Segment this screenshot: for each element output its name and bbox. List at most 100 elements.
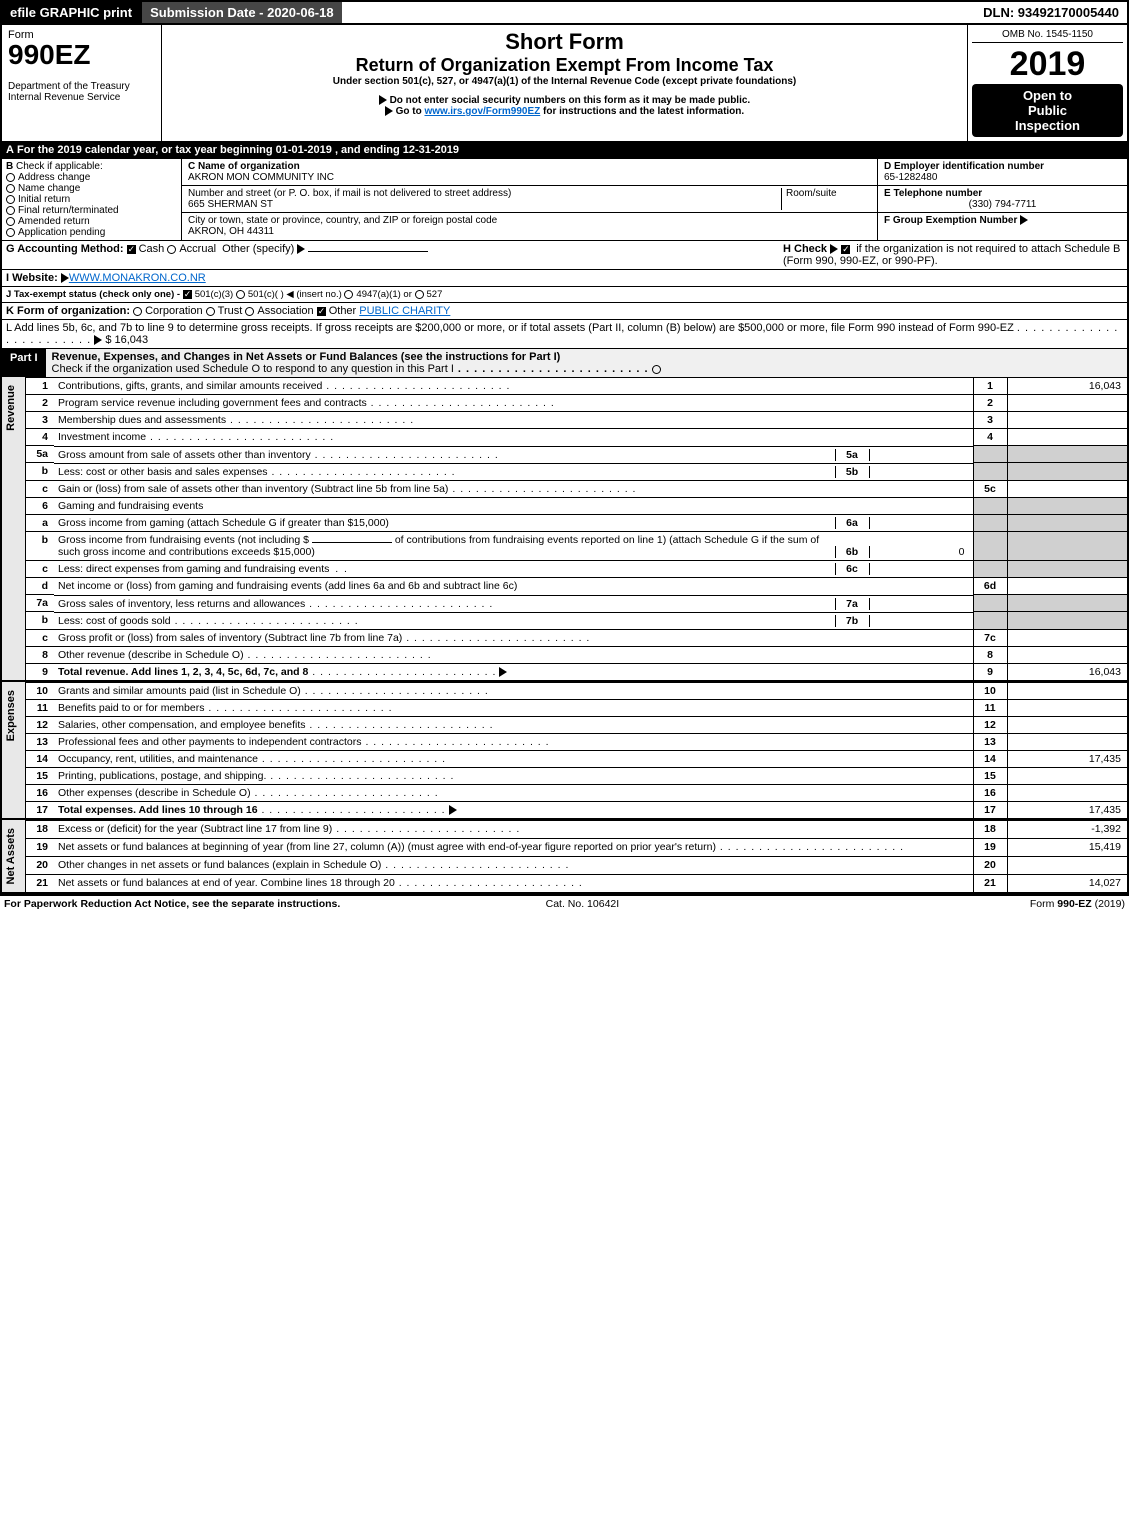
cat-number: Cat. No. 10642I <box>546 898 620 910</box>
row-k-org-form: K Form of organization: Corporation Trus… <box>0 302 1129 319</box>
arrow-icon <box>385 106 393 116</box>
arrow-icon <box>61 273 69 283</box>
501c-radio[interactable] <box>236 290 245 299</box>
trust-radio[interactable] <box>206 307 215 316</box>
line-11: 11Benefits paid to or for members11 <box>26 699 1127 716</box>
line-5c: cGain or (loss) from sale of assets othe… <box>26 480 1127 497</box>
col-c-org-info: C Name of organizationAKRON MON COMMUNIT… <box>182 159 877 240</box>
line-6b: bGross income from fundraising events (n… <box>26 531 1127 560</box>
return-title: Return of Organization Exempt From Incom… <box>166 55 963 76</box>
initial-return-radio[interactable] <box>6 195 15 204</box>
schedule-o-radio[interactable] <box>652 365 661 374</box>
page-footer: For Paperwork Reduction Act Notice, see … <box>0 894 1129 912</box>
calendar-year-row: A For the 2019 calendar year, or tax yea… <box>0 141 1129 158</box>
under-section: Under section 501(c), 527, or 4947(a)(1)… <box>166 76 963 87</box>
line-19: 19Net assets or fund balances at beginni… <box>26 838 1127 856</box>
submission-date: Submission Date - 2020-06-18 <box>140 2 342 23</box>
part-1-header: Part I Revenue, Expenses, and Changes in… <box>0 348 1129 377</box>
room-suite: Room/suite <box>781 188 871 210</box>
irs-label: Internal Revenue Service <box>8 92 155 103</box>
expenses-side-label: Expenses <box>2 682 26 818</box>
telephone: (330) 794-7711 <box>884 199 1121 210</box>
short-form-title: Short Form <box>166 29 963 55</box>
schedule-b-checkbox[interactable] <box>841 245 850 254</box>
col-d-e-f: D Employer identification number65-12824… <box>877 159 1127 240</box>
line-12: 12Salaries, other compensation, and empl… <box>26 716 1127 733</box>
city-state-zip: AKRON, OH 44311 <box>188 226 274 237</box>
line-6d: dNet income or (loss) from gaming and fu… <box>26 578 1127 595</box>
tax-year: 2019 <box>972 45 1123 84</box>
line-16: 16Other expenses (describe in Schedule O… <box>26 784 1127 801</box>
gross-receipts-value: $ 16,043 <box>105 334 148 346</box>
top-bar: efile GRAPHIC print Submission Date - 20… <box>0 0 1129 25</box>
ein: 65-1282480 <box>884 172 937 183</box>
net-assets-section: Net Assets 18Excess or (deficit) for the… <box>0 818 1129 894</box>
line-21: 21Net assets or fund balances at end of … <box>26 874 1127 892</box>
501c3-checkbox[interactable] <box>183 290 192 299</box>
row-i-website: I Website: WWW.MONAKRON.CO.NR <box>0 269 1129 286</box>
association-radio[interactable] <box>245 307 254 316</box>
line-20: 20Other changes in net assets or fund ba… <box>26 856 1127 874</box>
accrual-radio[interactable] <box>167 245 176 254</box>
4947-radio[interactable] <box>344 290 353 299</box>
line-2: 2Program service revenue including gover… <box>26 395 1127 412</box>
line-7a: 7aGross sales of inventory, less returns… <box>26 595 1127 612</box>
revenue-section: Revenue 1Contributions, gifts, grants, a… <box>0 377 1129 680</box>
row-l-gross-receipts: L Add lines 5b, 6c, and 7b to line 9 to … <box>0 319 1129 348</box>
line-6c: cLess: direct expenses from gaming and f… <box>26 560 1127 578</box>
website-link[interactable]: WWW.MONAKRON.CO.NR <box>69 272 206 284</box>
line-1: 1Contributions, gifts, grants, and simil… <box>26 378 1127 395</box>
corporation-radio[interactable] <box>133 307 142 316</box>
line-14: 14Occupancy, rent, utilities, and mainte… <box>26 750 1127 767</box>
net-assets-side-label: Net Assets <box>2 820 26 892</box>
ssn-note: Do not enter social security numbers on … <box>166 95 963 106</box>
line-10: 10Grants and similar amounts paid (list … <box>26 682 1127 699</box>
open-public-badge: Open toPublicInspection <box>972 84 1123 137</box>
line-8: 8Other revenue (describe in Schedule O)8 <box>26 646 1127 663</box>
public-charity-link[interactable]: PUBLIC CHARITY <box>359 305 450 317</box>
irs-link[interactable]: www.irs.gov/Form990EZ <box>424 106 540 117</box>
row-g-h: G Accounting Method: Cash Accrual Other … <box>0 240 1129 269</box>
col-b-checkboxes: B Check if applicable: Address change Na… <box>2 159 182 240</box>
line-6: 6Gaming and fundraising events <box>26 497 1127 514</box>
revenue-side-label: Revenue <box>2 377 26 680</box>
arrow-icon <box>499 667 507 677</box>
dept-label: Department of the Treasury <box>8 81 155 92</box>
arrow-icon <box>1020 215 1028 225</box>
omb-number: OMB No. 1545-1150 <box>972 29 1123 43</box>
amended-return-radio[interactable] <box>6 217 15 226</box>
identity-block: B Check if applicable: Address change Na… <box>0 158 1129 240</box>
line-5b: bLess: cost or other basis and sales exp… <box>26 463 1127 481</box>
arrow-icon <box>830 244 838 254</box>
arrow-icon <box>449 805 457 815</box>
expenses-section: Expenses 10Grants and similar amounts pa… <box>0 680 1129 818</box>
line-13: 13Professional fees and other payments t… <box>26 733 1127 750</box>
line-17: 17Total expenses. Add lines 10 through 1… <box>26 801 1127 818</box>
arrow-icon <box>379 95 387 105</box>
line-15: 15Printing, publications, postage, and s… <box>26 767 1127 784</box>
form-id-footer: Form 990-EZ (2019) <box>1030 898 1125 910</box>
cash-checkbox[interactable] <box>127 245 136 254</box>
other-checkbox[interactable] <box>317 307 326 316</box>
line-7b: bLess: cost of goods sold7b <box>26 612 1127 630</box>
line-3: 3Membership dues and assessments3 <box>26 412 1127 429</box>
paperwork-notice: For Paperwork Reduction Act Notice, see … <box>4 898 340 910</box>
line-4: 4Investment income4 <box>26 429 1127 446</box>
final-return-radio[interactable] <box>6 206 15 215</box>
arrow-icon <box>94 335 102 345</box>
address-change-radio[interactable] <box>6 173 15 182</box>
form-number: 990EZ <box>8 41 155 69</box>
line-7c: cGross profit or (loss) from sales of in… <box>26 629 1127 646</box>
line-18: 18Excess or (deficit) for the year (Subt… <box>26 820 1127 838</box>
line-5a: 5aGross amount from sale of assets other… <box>26 446 1127 463</box>
dln: DLN: 93492170005440 <box>975 2 1127 23</box>
org-name: AKRON MON COMMUNITY INC <box>188 172 334 183</box>
application-pending-radio[interactable] <box>6 228 15 237</box>
arrow-icon <box>297 244 305 254</box>
527-radio[interactable] <box>415 290 424 299</box>
efile-print-label[interactable]: efile GRAPHIC print <box>2 2 140 23</box>
line-9: 9Total revenue. Add lines 1, 2, 3, 4, 5c… <box>26 663 1127 680</box>
row-j-tax-exempt: J Tax-exempt status (check only one) - 5… <box>0 286 1129 302</box>
name-change-radio[interactable] <box>6 184 15 193</box>
line-6a: aGross income from gaming (attach Schedu… <box>26 514 1127 531</box>
